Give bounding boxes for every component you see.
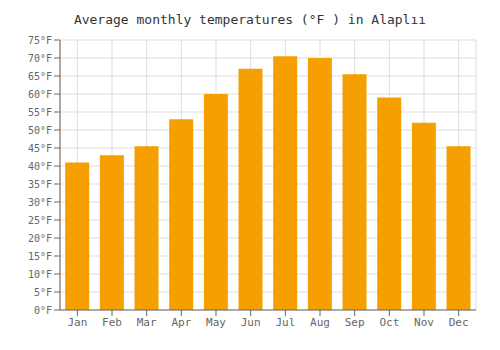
svg-text:55°F: 55°F <box>28 107 52 118</box>
svg-text:May: May <box>206 316 226 329</box>
svg-text:Feb: Feb <box>102 316 122 329</box>
svg-text:65°F: 65°F <box>28 71 52 82</box>
svg-text:Dec: Dec <box>449 316 469 329</box>
svg-text:45°F: 45°F <box>28 143 52 154</box>
svg-text:10°F: 10°F <box>28 269 52 280</box>
svg-text:Jul: Jul <box>275 316 295 329</box>
svg-text:20°F: 20°F <box>28 233 52 244</box>
svg-text:25°F: 25°F <box>28 215 52 226</box>
html-text:Average monthly temperatures (: Average monthly temperatures (°F ) in Al… <box>73 12 427 27</box>
svg-text:40°F: 40°F <box>28 161 52 172</box>
svg-text:75°F: 75°F <box>28 35 52 46</box>
svg-text:70°F: 70°F <box>28 53 52 64</box>
svg-text:15°F: 15°F <box>28 251 52 262</box>
svg-text:60°F: 60°F <box>28 89 52 100</box>
svg-text:30°F: 30°F <box>28 197 52 208</box>
svg-text:0°F: 0°F <box>34 305 52 316</box>
svg-text:Jan: Jan <box>67 316 87 329</box>
svg-text:Jun: Jun <box>241 316 261 329</box>
svg-text:Aug: Aug <box>310 316 330 329</box>
svg-text:35°F: 35°F <box>28 179 52 190</box>
svg-text:Nov: Nov <box>414 316 434 329</box>
svg-text:50°F: 50°F <box>28 125 52 136</box>
svg-text:Sep: Sep <box>345 316 365 329</box>
svg-text:5°F: 5°F <box>34 287 52 298</box>
svg-text:Apr: Apr <box>171 316 191 329</box>
svg-text:Mar: Mar <box>137 316 157 329</box>
svg-text:Oct: Oct <box>379 316 399 329</box>
